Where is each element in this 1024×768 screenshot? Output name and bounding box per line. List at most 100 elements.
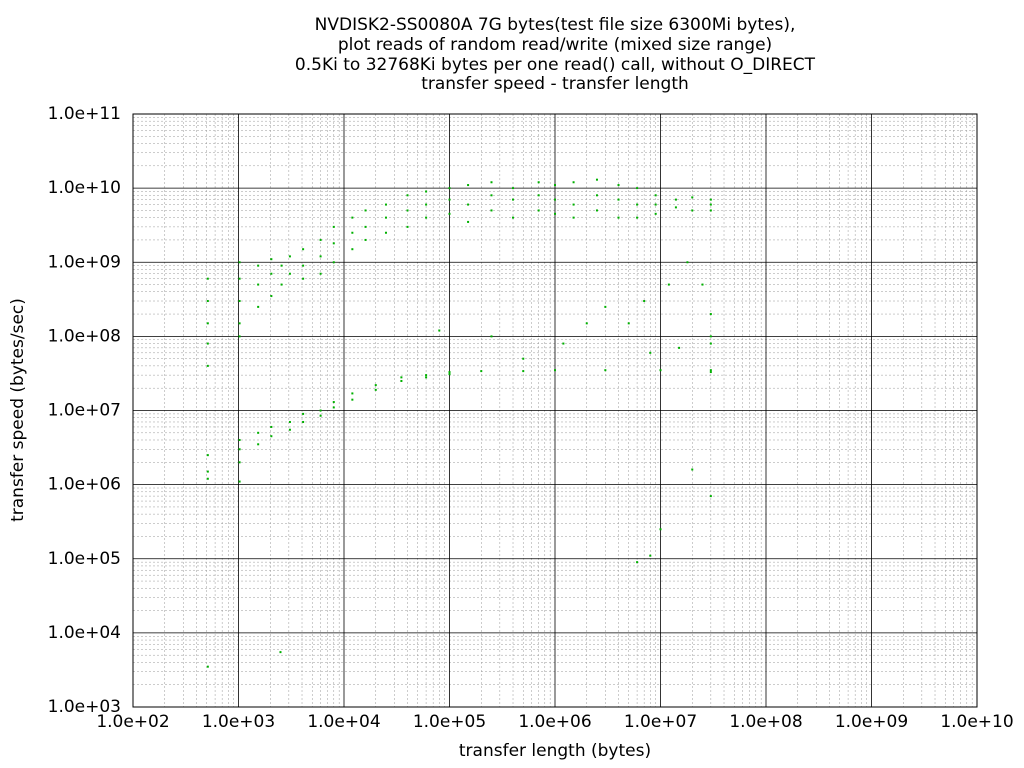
point [270, 295, 273, 298]
point [490, 181, 493, 184]
point [288, 420, 291, 423]
point [691, 468, 694, 471]
point [400, 376, 403, 379]
point [364, 209, 367, 212]
point [654, 194, 657, 197]
point [257, 283, 260, 286]
chart-title: 0.5Ki to 32768Ki bytes per one read() ca… [295, 55, 816, 75]
point [512, 187, 515, 190]
point [709, 198, 712, 201]
point [351, 398, 354, 401]
point [425, 190, 428, 193]
point [206, 477, 209, 480]
point [654, 203, 657, 206]
point [562, 342, 565, 345]
point [467, 220, 470, 223]
chart-title: transfer speed - transfer length [421, 74, 689, 94]
point [238, 261, 241, 264]
point [332, 261, 335, 264]
point [585, 322, 588, 325]
x-tick-label: 1.0e+07 [624, 712, 697, 732]
point [659, 528, 662, 531]
x-tick-label: 1.0e+06 [518, 712, 591, 732]
point [448, 187, 451, 190]
point [659, 369, 662, 372]
point [406, 194, 409, 197]
point [257, 443, 260, 446]
point [351, 248, 354, 251]
point [270, 435, 273, 438]
y-tick-label: 1.0e+06 [48, 475, 121, 495]
point [709, 335, 712, 338]
x-tick-label: 1.0e+05 [413, 712, 486, 732]
point [554, 369, 556, 372]
point [522, 357, 525, 360]
point [617, 184, 620, 187]
point [238, 461, 241, 464]
point [302, 248, 305, 251]
point [572, 216, 575, 219]
point [406, 209, 409, 212]
point [288, 272, 291, 275]
y-tick-label: 1.0e+07 [48, 401, 121, 421]
point [554, 212, 556, 215]
chart-title: NVDISK2-SS0080A 7G bytes(test file size … [315, 15, 796, 35]
point [270, 425, 273, 428]
point [537, 194, 540, 197]
point [364, 238, 367, 241]
point [595, 209, 598, 212]
point [351, 216, 354, 219]
point [649, 554, 652, 557]
point [709, 371, 712, 374]
point [686, 261, 689, 264]
point [572, 181, 575, 184]
point [490, 335, 493, 338]
point [490, 194, 493, 197]
point [270, 258, 273, 261]
point [332, 406, 335, 409]
point [384, 203, 387, 206]
point [332, 242, 335, 245]
point [238, 277, 241, 280]
point [319, 272, 322, 275]
point [636, 187, 639, 190]
point [206, 364, 209, 367]
point [617, 216, 620, 219]
point [270, 272, 273, 275]
y-tick-label: 1.0e+10 [48, 178, 121, 198]
point [257, 431, 260, 434]
point [257, 264, 260, 267]
point [654, 212, 657, 215]
point [400, 380, 403, 383]
point [206, 277, 209, 280]
point [319, 238, 322, 241]
point [257, 305, 260, 308]
point [302, 264, 305, 267]
point [467, 203, 470, 206]
point [374, 388, 377, 391]
point [709, 342, 712, 345]
point [512, 198, 515, 201]
point [467, 184, 470, 187]
point [319, 255, 322, 258]
point [374, 384, 377, 387]
point [595, 194, 598, 197]
point [604, 305, 607, 308]
point [709, 313, 712, 316]
point [425, 203, 428, 206]
point [674, 198, 677, 201]
point [302, 277, 305, 280]
x-tick-label: 1.0e+08 [729, 712, 802, 732]
point [604, 369, 607, 372]
chart-title: plot reads of random read/write (mixed s… [338, 35, 772, 55]
point [206, 454, 209, 457]
point [238, 322, 241, 325]
point [351, 392, 354, 395]
point [554, 198, 556, 201]
point [572, 203, 575, 206]
point [279, 651, 282, 654]
point [384, 216, 387, 219]
point [709, 203, 712, 206]
point [206, 470, 209, 473]
